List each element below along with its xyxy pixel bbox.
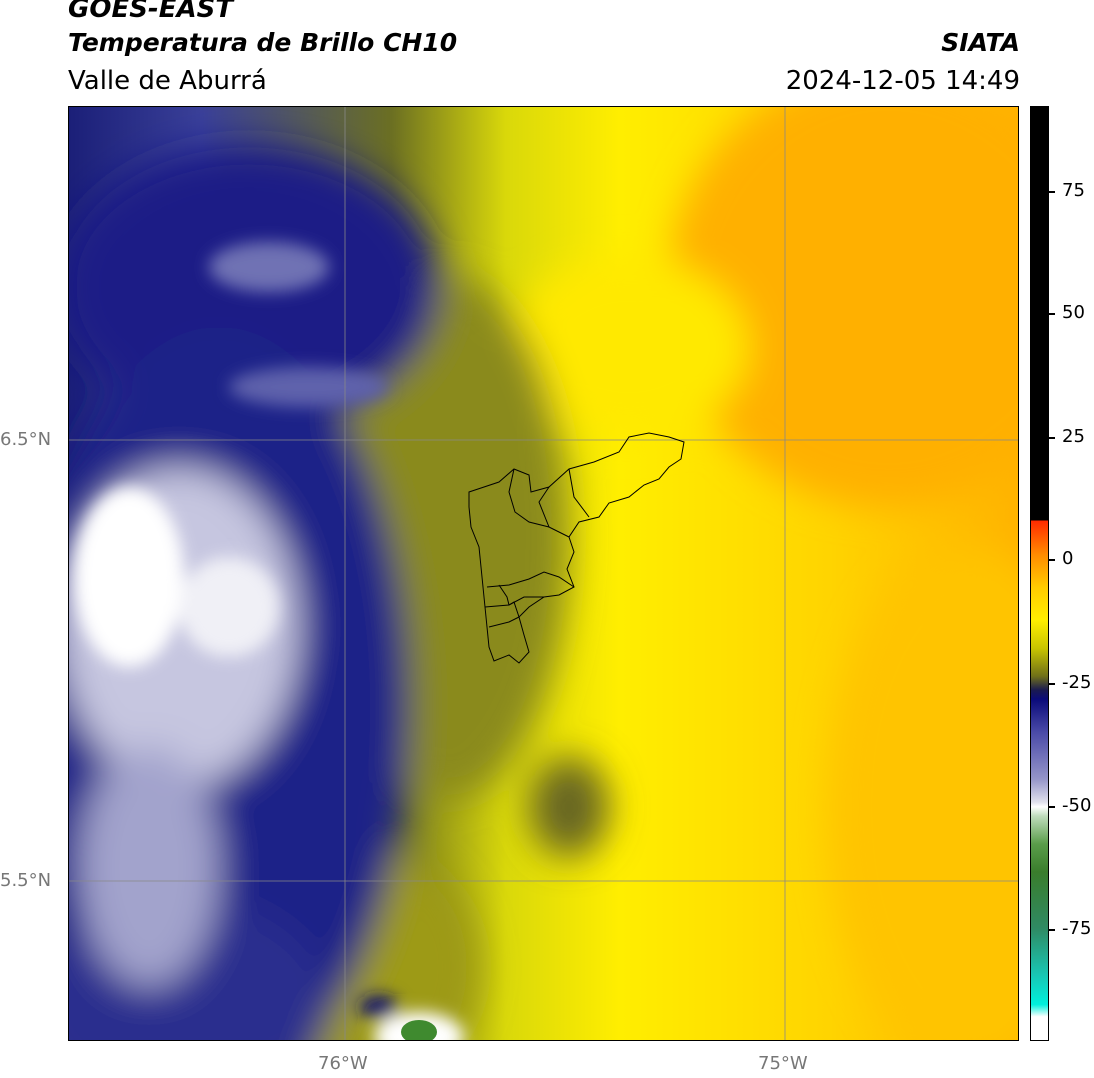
colorbar-label-m25: -25 xyxy=(1062,672,1092,693)
colorbar-label-m50: -50 xyxy=(1062,795,1092,816)
lon-label-75: 75°W xyxy=(758,1053,808,1074)
colorbar-label-m75: -75 xyxy=(1062,918,1092,939)
lon-label-76: 76°W xyxy=(318,1053,368,1074)
map-field xyxy=(69,107,1018,1040)
colorbar-label-50: 50 xyxy=(1062,302,1085,323)
cloud-detail xyxy=(74,242,464,1040)
lat-lon-grid xyxy=(69,107,1018,1040)
valle-aburra-boundaries xyxy=(468,432,685,664)
colorbar xyxy=(1030,106,1049,1041)
colorbar-tick-0 xyxy=(1049,559,1055,561)
map-subtitle: Temperatura de Brillo CH10 xyxy=(68,28,458,57)
colorbar-tick-m25 xyxy=(1049,683,1055,685)
datetime-label: 2024-12-05 14:49 xyxy=(785,66,1020,96)
lat-label-5-5: 5.5°N xyxy=(0,870,52,891)
brightness-temperature-map xyxy=(68,106,1019,1041)
colorbar-tick-75 xyxy=(1049,191,1055,193)
organization-label: SIATA xyxy=(941,28,1020,57)
map-title: GOES-EAST xyxy=(68,0,234,24)
warm-spot-green xyxy=(401,1020,437,1040)
colorbar-label-0: 0 xyxy=(1062,548,1074,569)
colorbar-tick-50 xyxy=(1049,313,1055,315)
colorbar-label-25: 25 xyxy=(1062,426,1085,447)
colorbar-tick-m50 xyxy=(1049,806,1055,808)
colorbar-tick-25 xyxy=(1049,437,1055,439)
colorbar-label-75: 75 xyxy=(1062,180,1085,201)
colorbar-tick-m75 xyxy=(1049,929,1055,931)
region-label: Valle de Aburrá xyxy=(68,66,267,96)
lat-label-6-5: 6.5°N xyxy=(0,429,52,450)
